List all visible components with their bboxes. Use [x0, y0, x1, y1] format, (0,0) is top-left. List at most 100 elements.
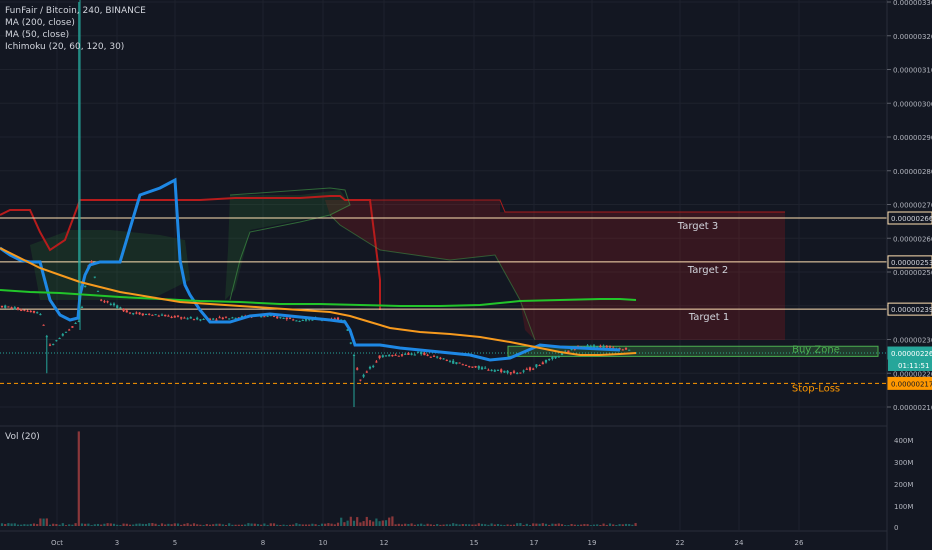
volume-bar	[333, 524, 336, 526]
volume-bar	[330, 523, 333, 526]
target3-price-label: 0.00000266	[891, 215, 932, 223]
volume-bar	[458, 524, 461, 526]
candle-body	[119, 307, 122, 309]
candle-body	[384, 355, 388, 357]
volume-bar	[64, 525, 68, 526]
cloud-bear-area	[325, 200, 785, 340]
volume-bar	[596, 524, 599, 526]
time-tick-label: 12	[380, 539, 389, 547]
candle-body	[458, 362, 461, 364]
volume-bar	[391, 516, 394, 526]
candle-body	[132, 313, 135, 315]
candle-body	[352, 354, 356, 356]
ma200-legend[interactable]: MA (200, close)	[5, 18, 75, 28]
candle-body	[266, 315, 269, 317]
price-tick-label: 0.00000230	[893, 337, 932, 345]
candle-body	[234, 317, 237, 319]
volume-bar	[442, 524, 445, 526]
candle-body	[544, 360, 548, 363]
volume-legend[interactable]: Vol (20)	[5, 432, 40, 442]
volume-bar	[36, 524, 39, 526]
volume-bar	[522, 525, 525, 526]
volume-bar	[144, 523, 148, 526]
candle-body	[228, 318, 231, 320]
kijun-line	[0, 177, 621, 362]
candle-body	[628, 349, 631, 351]
volume-bar	[340, 517, 343, 526]
candle-body	[410, 353, 413, 355]
candle-body	[560, 353, 564, 355]
volume-bar	[247, 523, 250, 526]
volume-bar	[484, 524, 487, 526]
candle-body	[170, 316, 173, 318]
volume-bar	[570, 523, 573, 526]
volume-bar	[349, 516, 352, 526]
volume-bar	[365, 516, 368, 526]
candle-body	[426, 354, 429, 356]
volume-bar	[298, 524, 301, 526]
volume-bar	[148, 523, 151, 526]
candle-body	[224, 316, 228, 318]
volume-bar	[336, 522, 340, 526]
price-tick-label: 0.00000250	[893, 269, 932, 277]
price-tick-label: 0.00000280	[893, 168, 932, 176]
volume-bar	[266, 524, 269, 526]
volume-bar	[541, 523, 544, 526]
countdown-box	[888, 359, 932, 371]
candle-body	[599, 345, 602, 348]
volume-bar	[202, 525, 205, 526]
ichimoku-legend[interactable]: Ichimoku (20, 60, 120, 30)	[5, 42, 125, 52]
volume-bar	[308, 524, 311, 526]
volume-bars	[0, 431, 637, 526]
volume-bar	[538, 523, 541, 526]
volume-bar	[516, 523, 519, 526]
candle-body	[468, 366, 471, 368]
candle-body	[4, 305, 7, 308]
time-tick-label: Oct	[51, 539, 63, 547]
volume-bar	[269, 523, 272, 526]
candle-body	[32, 310, 36, 313]
symbol-title[interactable]: FunFair / Bitcoin, 240, BINANCE	[5, 6, 146, 16]
candle-body	[596, 346, 599, 348]
volume-bar	[212, 524, 215, 526]
candle-body	[509, 372, 512, 374]
volume-bar	[90, 525, 93, 526]
volume-bar	[218, 523, 221, 526]
level-lines: Target 3 Target 2 Target 1 Buy Zone Stop-Los…	[0, 217, 887, 394]
time-tick-label: 17	[530, 539, 539, 547]
candle-body	[218, 317, 221, 319]
volume-bar	[394, 524, 397, 526]
candle-body	[477, 366, 480, 369]
volume-bar	[580, 524, 583, 526]
candle-body	[455, 362, 458, 364]
candle-body	[397, 355, 400, 357]
candle-body	[551, 356, 554, 359]
candle-body	[160, 314, 164, 316]
candle-body	[375, 361, 378, 363]
candle-body	[276, 316, 279, 319]
volume-bar	[372, 521, 375, 526]
candle-body	[432, 355, 436, 357]
candle-body	[189, 317, 192, 319]
volume-bar	[7, 523, 10, 526]
candle-body	[381, 355, 384, 357]
volume-bar	[122, 523, 125, 526]
volume-bar	[164, 524, 167, 526]
volume-bar	[362, 521, 365, 526]
volume-bar	[378, 521, 381, 526]
volume-bar	[87, 523, 90, 526]
candle-body	[183, 317, 186, 319]
ma50-legend[interactable]: MA (50, close)	[5, 30, 70, 40]
volume-bar	[119, 525, 122, 526]
cloud-bull-area	[225, 190, 350, 300]
volume-bar	[215, 523, 218, 526]
target1-price-label: 0.00000239	[891, 306, 932, 314]
volume-bar	[628, 524, 631, 526]
volume-bar	[74, 523, 77, 526]
volume-bar	[455, 523, 458, 526]
volume-bar	[314, 524, 317, 526]
candle-body	[589, 346, 592, 348]
candle-body	[0, 305, 4, 308]
volume-bar	[176, 523, 180, 526]
